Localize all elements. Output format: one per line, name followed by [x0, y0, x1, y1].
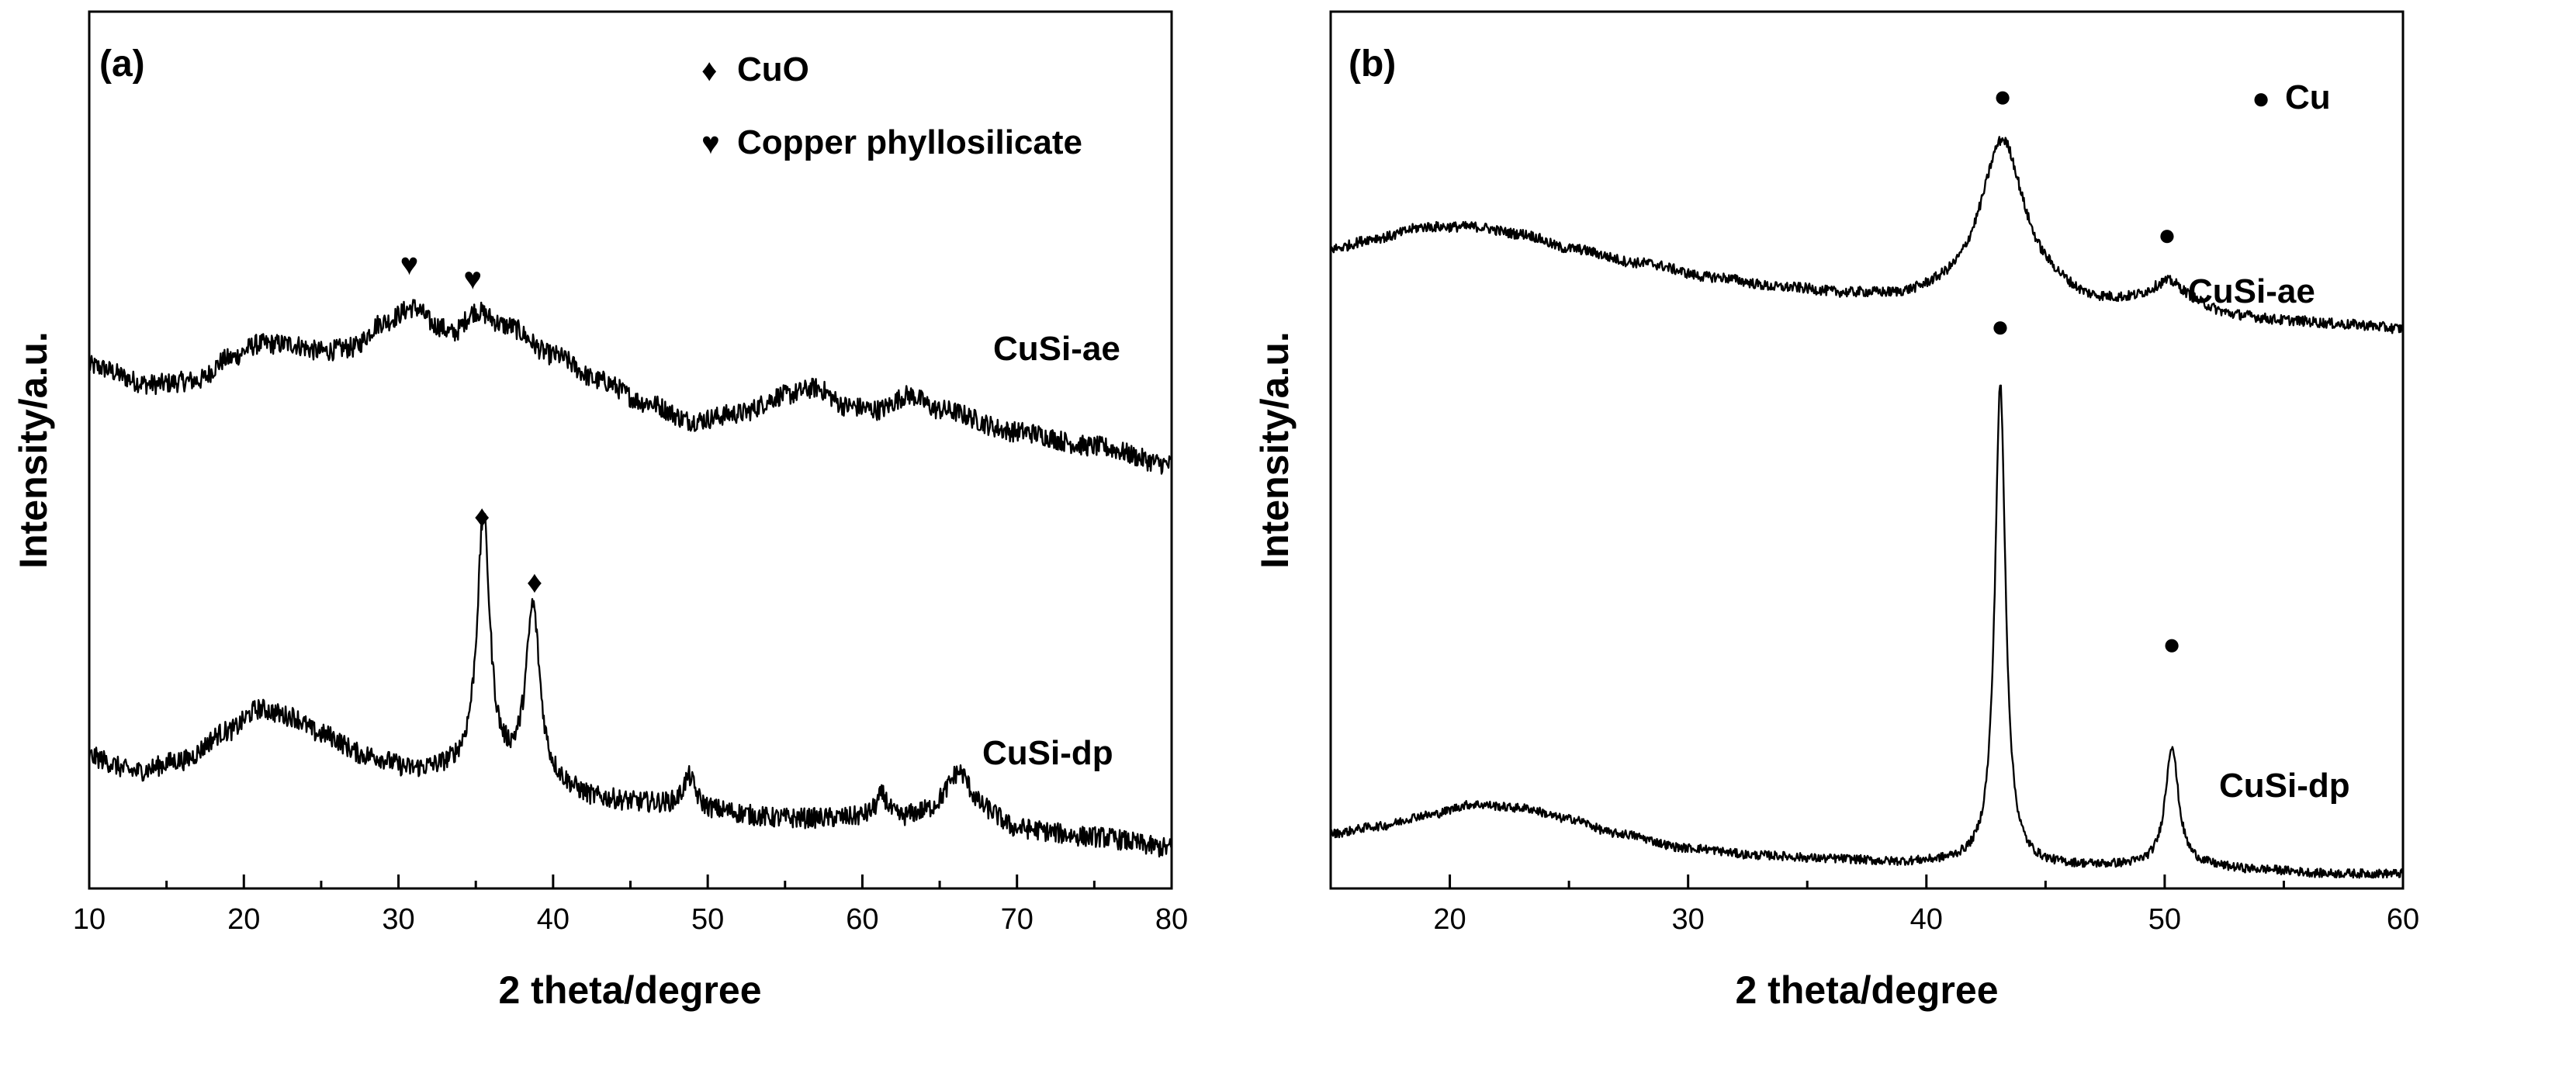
series-line-cusi-dp-a: [88, 513, 1173, 858]
dot-icon: ●: [2252, 81, 2270, 116]
series-label-cusi-ae-b: CuSi-ae: [2188, 272, 2315, 310]
peak-marker: ●: [1991, 310, 2010, 344]
series-label-cusi-dp-b: CuSi-dp: [2219, 767, 2350, 805]
panel-b-legend: ● Cu: [2252, 78, 2331, 116]
peak-marker: ●: [2158, 218, 2176, 252]
peak-marker: ♦: [527, 566, 542, 600]
legend-label-copper-phyllosilicate: Copper phyllosilicate: [737, 123, 1082, 161]
x-tick-label: 20: [1433, 903, 1466, 936]
x-tick-label: 50: [2148, 903, 2181, 936]
panel-b-plot-frame: [1329, 10, 2405, 890]
panel-b-x-axis-title: 2 theta/degree: [1735, 968, 1998, 1012]
panel-b-y-axis-title: Intensity/a.u.: [1253, 331, 1297, 569]
x-tick-label: 50: [691, 903, 724, 936]
legend-label-cuo: CuO: [737, 50, 809, 88]
panel-a-x-axis-title: 2 theta/degree: [498, 968, 761, 1012]
legend-item-cu: ● Cu: [2252, 78, 2331, 116]
peak-marker: ♥: [400, 248, 419, 282]
peak-marker: ♦: [474, 500, 490, 534]
x-tick-label: 60: [846, 903, 878, 936]
x-tick-label: 40: [537, 903, 570, 936]
heart-icon: ♥: [701, 126, 720, 161]
x-tick-label: 80: [1155, 903, 1188, 936]
series-label-cusi-ae-a: CuSi-ae: [993, 330, 1120, 368]
x-tick-label: 70: [1001, 903, 1034, 936]
peak-marker: ●: [2162, 628, 2181, 662]
panel-a-legend: ♦ CuO ♥ Copper phyllosilicate: [701, 50, 1082, 161]
x-tick-label: 60: [2387, 903, 2419, 936]
peak-marker: ●: [1993, 79, 2012, 113]
panel-b-label: (b): [1349, 43, 1396, 85]
series-label-cusi-dp-a: CuSi-dp: [982, 734, 1113, 772]
legend-label-cu: Cu: [2285, 78, 2331, 116]
x-tick-label: 20: [227, 903, 260, 936]
panel-b-peak-markers: ● ● ● ●: [1991, 79, 2181, 661]
panel-b-x-axis-ticks: 20 30 40 50 60: [1433, 874, 2419, 936]
series-line-cusi-ae-b: [1330, 136, 2405, 334]
panel-a: (a) ♦ CuO ♥ Copper phyllosilicate CuSi-a…: [12, 10, 1188, 1012]
panel-b: (b) ● Cu CuSi-ae CuSi-dp ● ● ● ● 20 30 40 5…: [1253, 10, 2419, 1012]
legend-item-cuo: ♦ CuO: [701, 50, 809, 88]
series-line-cusi-ae-a: [88, 299, 1172, 475]
series-line-cusi-dp-b: [1329, 384, 2404, 879]
x-tick-label: 10: [73, 903, 106, 936]
legend-item-copper-phyllosilicate: ♥ Copper phyllosilicate: [701, 123, 1082, 161]
panel-a-label: (a): [99, 43, 145, 85]
diamond-icon: ♦: [701, 54, 717, 88]
peak-marker: ♥: [463, 262, 482, 296]
panel-a-peak-markers: ♥ ♥ ♦ ♦: [400, 248, 542, 600]
x-tick-label: 30: [1672, 903, 1705, 936]
x-tick-label: 40: [1910, 903, 1943, 936]
panel-a-x-axis-ticks: 10 20 30 40 50 60 70 80: [73, 874, 1188, 936]
x-tick-label: 30: [382, 903, 414, 936]
panel-a-y-axis-title: Intensity/a.u.: [12, 331, 55, 569]
